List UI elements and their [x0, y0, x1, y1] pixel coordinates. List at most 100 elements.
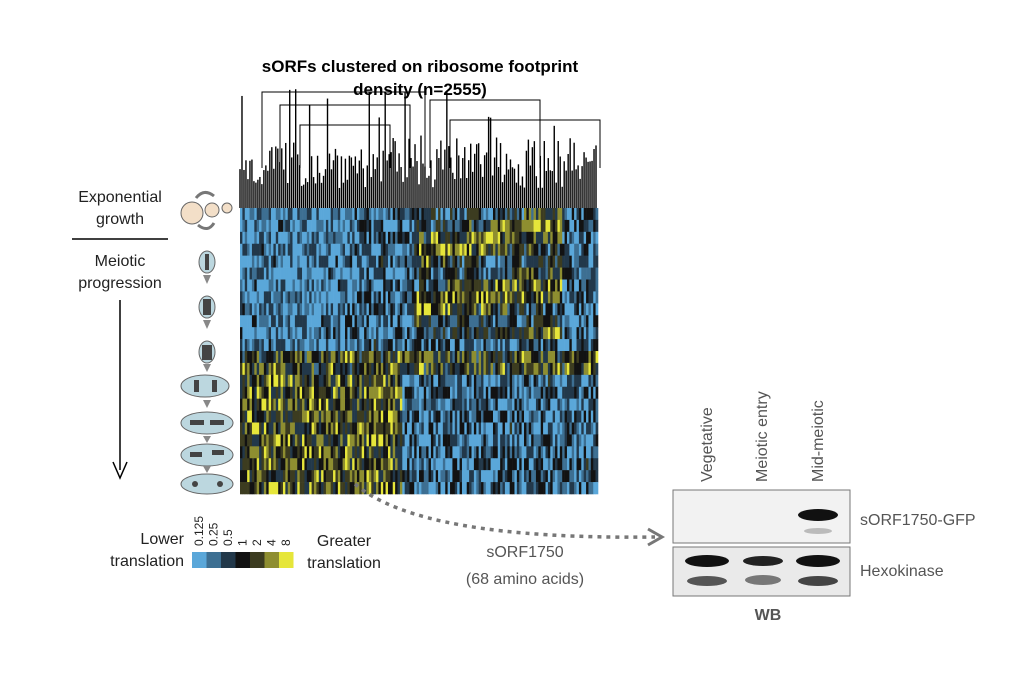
heat-cell	[447, 303, 451, 316]
heat-cell	[337, 219, 341, 233]
heat-cell	[426, 279, 429, 292]
heat-cell	[516, 434, 520, 447]
heat-cell	[251, 362, 255, 376]
heat-cell	[555, 398, 558, 411]
heat-cell	[411, 482, 415, 495]
heat-cell	[278, 327, 281, 340]
heat-cell	[545, 315, 549, 328]
heat-cell	[361, 422, 365, 435]
heat-cell	[342, 303, 346, 316]
heat-cell	[571, 243, 575, 256]
heat-cell	[342, 482, 346, 495]
heat-cell	[555, 327, 558, 340]
heat-cell	[249, 327, 253, 340]
heat-cell	[378, 231, 382, 245]
heat-cell	[342, 291, 346, 304]
heat-cell	[435, 362, 439, 376]
heat-cell	[569, 446, 573, 459]
heat-cell	[555, 470, 558, 483]
heat-cell	[249, 446, 253, 459]
heat-cell	[349, 410, 353, 423]
heat-cell	[416, 243, 420, 256]
heat-cell	[385, 208, 389, 221]
heat-cell	[395, 243, 398, 256]
heat-cell	[524, 351, 527, 364]
heat-cell	[364, 446, 367, 459]
heat-cell	[361, 231, 365, 245]
heat-cell	[559, 458, 563, 471]
heat-cell	[590, 422, 594, 435]
heat-cell	[581, 446, 584, 459]
heat-cell	[328, 410, 331, 423]
heat-cell	[459, 219, 463, 233]
heat-cell	[328, 434, 331, 447]
heat-cell	[538, 458, 542, 471]
heat-cell	[373, 279, 377, 292]
heat-cell	[464, 243, 468, 256]
heat-cell	[416, 327, 420, 340]
heat-cell	[349, 339, 353, 352]
heat-cell	[457, 374, 460, 388]
heat-cell	[531, 291, 534, 304]
heat-cell	[411, 208, 415, 221]
heat-cell	[402, 386, 405, 399]
heat-cell	[392, 231, 396, 245]
heat-cell	[290, 315, 293, 328]
heat-cell	[452, 470, 456, 483]
heat-cell	[559, 208, 563, 221]
heat-cell	[397, 279, 401, 292]
heat-cell	[454, 398, 458, 411]
heat-cell	[500, 422, 503, 435]
heat-cell	[323, 446, 327, 459]
heat-cell	[488, 434, 491, 447]
heat-cell	[512, 231, 515, 245]
heat-cell	[588, 422, 592, 435]
heat-cell	[278, 398, 281, 411]
heat-cell	[423, 458, 427, 471]
heat-cell	[249, 374, 253, 388]
heat-cell	[562, 303, 565, 316]
heat-cell	[259, 422, 262, 435]
heat-cell	[311, 458, 315, 471]
colorbar: 0.125 0.25 0.5 1 2 4 8	[192, 516, 294, 568]
heat-cell	[538, 219, 542, 233]
heat-cell	[555, 255, 558, 268]
heat-cell	[354, 303, 358, 316]
heat-cell	[473, 327, 477, 340]
heat-cell	[359, 434, 363, 447]
heat-cell	[466, 255, 470, 268]
heat-cell	[423, 243, 427, 256]
heat-cell	[495, 458, 499, 471]
heat-cell	[535, 362, 539, 376]
heat-cell	[376, 398, 379, 411]
heat-cell	[488, 446, 491, 459]
heat-cell	[507, 458, 510, 471]
heat-cell	[457, 410, 460, 423]
heat-cell	[285, 231, 289, 245]
heat-cell	[571, 208, 575, 221]
heat-cell	[313, 231, 317, 245]
heat-cell	[380, 219, 384, 233]
heat-cell	[452, 315, 456, 328]
heat-cell	[545, 303, 549, 316]
heat-cell	[440, 291, 444, 304]
heat-cell	[356, 315, 360, 328]
heat-cell	[261, 291, 265, 304]
heat-cell	[476, 351, 479, 364]
heat-cell	[337, 243, 341, 256]
heat-cell	[454, 374, 458, 388]
heat-cell	[263, 243, 267, 256]
heat-cell	[254, 279, 258, 292]
heat-cell	[566, 351, 570, 364]
heat-cell	[521, 374, 525, 388]
heat-cell	[481, 327, 484, 340]
heat-cell	[442, 422, 446, 435]
heat-cell	[251, 231, 255, 245]
heat-cell	[364, 279, 367, 292]
heat-cell	[450, 422, 453, 435]
heat-cell	[516, 279, 520, 292]
heat-cell	[371, 339, 374, 352]
heat-cell	[588, 386, 592, 399]
heat-cell	[318, 231, 322, 245]
heat-cell	[399, 470, 403, 483]
